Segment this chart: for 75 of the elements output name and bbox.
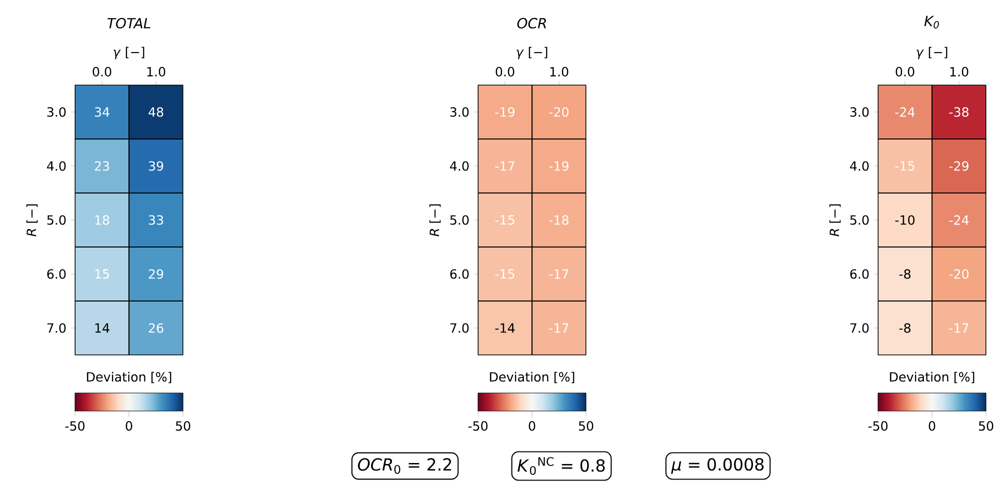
data-label: -38 [949,107,968,117]
y-tick-label: 5.0 [850,215,869,225]
y-axis-title: R [−] [26,204,38,236]
data-label: 39 [148,161,164,171]
x-tick-label: 1.0 [950,66,968,77]
data-label: 26 [148,323,164,333]
y-tick-label: 6.0 [850,269,869,279]
y-tick-label: 4.0 [46,161,66,171]
data-label: -15 [895,161,914,171]
x-axis-title: γ [−] [516,46,548,60]
x-tick-label: 0.0 [496,66,514,77]
y-axis-title: R [−] [429,204,441,236]
data-label: -8 [899,269,910,279]
y-axis-title: R [−] [829,204,841,236]
data-label: -18 [549,215,568,225]
text: K$_{0}$$^{NC}$ = 0.8 [518,457,605,475]
color-bar-label: 0 [126,421,132,431]
chart-title: TOTAL [108,18,150,28]
color-bar-label: 50 [578,421,594,431]
data-label: -15 [495,215,514,225]
data-label: 48 [148,107,164,117]
data-label: -19 [495,107,514,117]
data-label: -14 [495,323,515,333]
color-bar-title: Deviation [%] [86,372,172,384]
data-label: -10 [895,215,915,225]
data-label: 15 [95,269,109,279]
y-tick-label: 7.0 [47,323,66,333]
data-label: 23 [94,161,110,171]
color-bar-label: -50 [65,421,84,431]
data-label: -17 [495,161,514,171]
color-bar-label: -50 [468,421,488,431]
x-tick-label: 1.0 [147,66,166,77]
x-axis-title: γ [−] [916,46,948,60]
data-label: -24 [895,107,915,117]
data-label: 33 [148,215,164,225]
color-bar-title: Deviation [%] [890,372,974,384]
data-label: -15 [495,269,514,279]
color-bar-label: 50 [978,421,994,431]
data-label: -20 [949,269,969,279]
color-bar-label: -50 [868,421,888,431]
y-tick-label: 5.0 [450,215,469,225]
color-bar-label: 50 [176,421,190,431]
data-label: -17 [549,323,568,333]
text: OCR$_{0}$ = 2.2 [358,458,452,474]
data-label: -8 [899,323,910,333]
x-tick-label: 1.0 [550,66,568,77]
x-axis-title: γ [−] [114,46,144,60]
data-label: -17 [949,323,968,333]
text: μ = 0.0008 [671,458,764,474]
color-bar-title: Deviation [%] [490,372,574,384]
x-tick-label: 0.0 [92,66,112,77]
data-label: 34 [94,107,110,117]
data-label: -19 [549,161,568,171]
color-bar-label: 0 [528,421,536,431]
y-tick-label: 6.0 [450,269,469,279]
data-label: -29 [949,161,968,171]
y-tick-label: 3.0 [450,107,469,117]
data-label: -24 [949,215,969,225]
data-label: 14 [95,323,110,333]
y-tick-label: 6.0 [47,269,66,279]
y-tick-label: 7.0 [850,323,869,333]
chart-title: K$_{0}$ [924,16,939,29]
y-tick-label: 3.0 [47,107,66,117]
y-tick-label: 3.0 [850,107,869,117]
chart-title: OCR [517,18,546,28]
y-tick-label: 4.0 [450,161,469,171]
data-label: 18 [95,215,110,225]
y-tick-label: 4.0 [850,161,869,171]
data-label: -17 [549,269,568,279]
data-label: -20 [549,107,569,117]
y-tick-label: 5.0 [47,215,66,225]
data-label: 29 [148,269,164,279]
x-tick-label: 0.0 [896,66,914,77]
color-bar-label: 0 [928,421,936,431]
y-tick-label: 7.0 [450,323,469,333]
